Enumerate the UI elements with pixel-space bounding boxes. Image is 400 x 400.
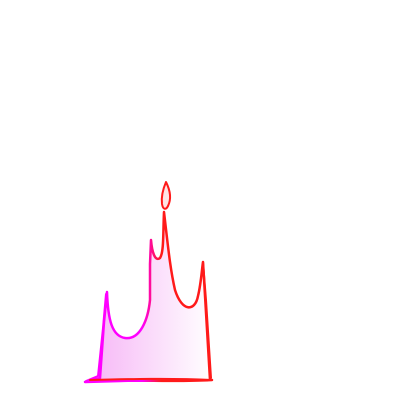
crown-right-edge	[202, 261, 212, 379]
crown-base-line	[89, 377, 213, 381]
crown-left-edge	[85, 293, 107, 382]
crown-tip-flame	[160, 181, 172, 210]
crown-body	[83, 210, 214, 384]
